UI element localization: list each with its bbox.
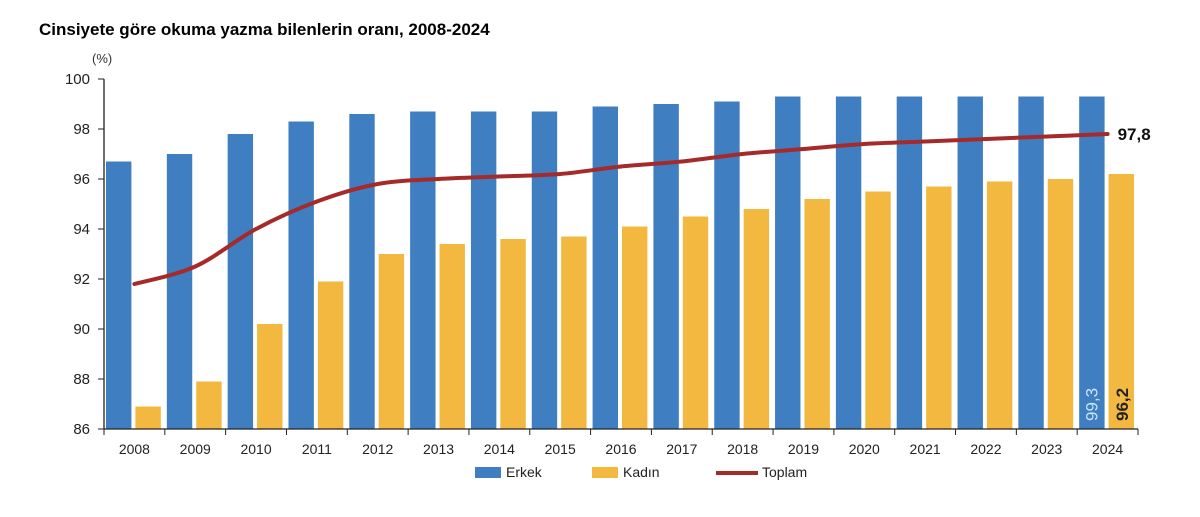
bar-erkek-2021 [896,96,923,429]
y-tick-label: 86 [73,421,90,438]
bar-erkek-2012 [349,114,375,429]
y-tick-label: 90 [73,321,90,338]
bar-erkek-2024 [1079,96,1105,429]
bar-kadin-2020 [865,191,891,429]
bar-kadin-2014 [500,239,526,429]
bar-kadin-2021 [926,186,952,429]
bar-erkek-2013 [410,111,436,429]
x-tick-label: 2019 [788,441,819,457]
legend-swatch-kadin [592,467,618,478]
bar-kadin-2018 [743,209,770,429]
bar-erkek-2023 [1018,96,1044,429]
data-label-toplam: 97,8 [1118,125,1151,144]
bar-erkek-2008 [106,161,132,429]
chart-title: Cinsiyete göre okuma yazma bilenlerin or… [39,20,490,39]
x-tick-label: 2012 [362,441,393,457]
x-tick-label: 2013 [423,441,454,457]
bar-erkek-2017 [653,104,679,429]
bar-kadin-2016 [622,226,648,429]
bar-erkek-2016 [592,106,618,429]
bar-kadin-2024 [1108,174,1134,429]
bar-erkek-2019 [775,96,801,429]
legend-label-kadin: Kadın [623,464,660,480]
x-tick-label: 2010 [240,441,271,457]
x-tick-label: 2022 [970,441,1001,457]
bar-kadin-2009 [196,381,222,429]
bar-erkek-2018 [714,101,740,429]
bar-kadin-2017 [682,216,709,429]
bar-erkek-2009 [166,154,193,429]
bar-erkek-2010 [227,134,254,429]
bar-kadin-2010 [257,324,283,429]
x-tick-label: 2021 [910,441,941,457]
bar-erkek-2014 [470,111,497,429]
x-tick-label: 2020 [849,441,880,457]
y-tick-label: 100 [65,71,90,88]
x-tick-label: 2011 [302,441,332,457]
bar-kadin-2019 [804,199,830,429]
bar-kadin-2013 [439,244,465,429]
y-tick-label: 96 [73,171,90,188]
y-tick-label: 94 [73,221,90,238]
bar-kadin-2022 [986,181,1013,429]
x-tick-label: 2009 [180,441,211,457]
x-tick-label: 2024 [1092,441,1123,457]
y-tick-label: 98 [73,121,90,138]
legend-label-toplam: Toplam [762,464,807,480]
x-tick-label: 2008 [119,441,150,457]
x-tick-label: 2023 [1031,441,1062,457]
x-tick-label: 2015 [545,441,576,457]
bar-erkek-2020 [835,96,862,429]
x-tick-label: 2017 [666,441,697,457]
y-axis-label: (%) [92,51,112,66]
legend-swatch-erkek [475,467,501,478]
bar-kadin-2023 [1047,179,1074,429]
bar-kadin-2015 [561,236,587,429]
bar-erkek-2015 [531,111,558,429]
data-label-erkek: 99,3 [1082,388,1101,421]
bar-kadin-2012 [378,254,405,429]
x-tick-label: 2018 [727,441,758,457]
legend-label-erkek: Erkek [506,464,543,480]
bar-kadin-2011 [317,281,344,429]
x-tick-label: 2016 [605,441,636,457]
data-label-kadin: 96,2 [1113,388,1132,421]
x-tick-label: 2014 [484,441,515,457]
y-tick-label: 92 [73,271,90,288]
bar-erkek-2011 [288,121,314,429]
y-tick-label: 88 [73,371,90,388]
bar-erkek-2022 [957,96,983,429]
bar-kadin-2008 [135,406,161,429]
